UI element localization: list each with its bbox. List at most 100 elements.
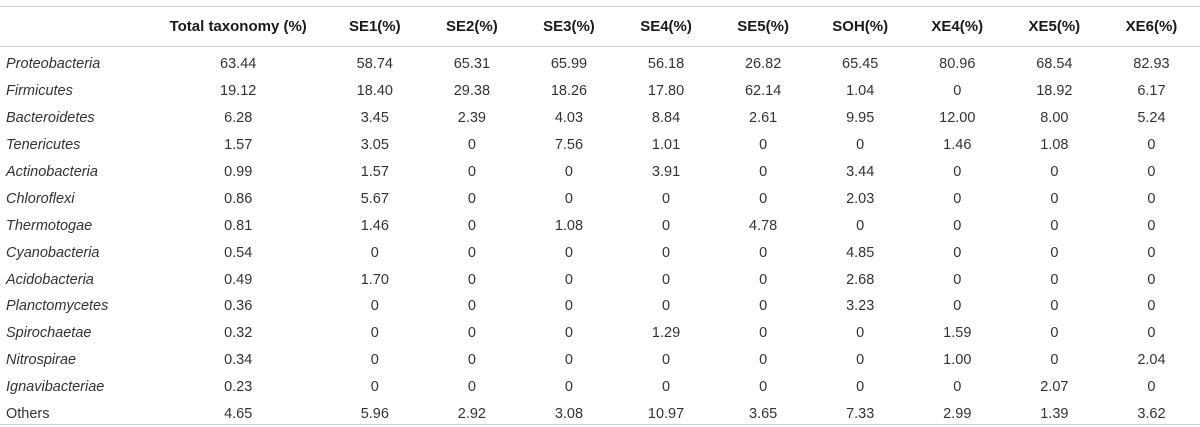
table-cell: 0.32	[224, 325, 253, 342]
table-cell: 0	[564, 298, 573, 315]
table-row: Nitrospirae 0.34 0 0 0 0 0 0 1.00 0 2.04	[0, 347, 1200, 374]
table-cell: 0	[467, 271, 476, 288]
table-row: Firmicutes 19.12 18.40 29.38 18.26 17.80 62.14…	[0, 78, 1200, 105]
table-top-rule	[0, 6, 1200, 7]
table-cell: 0	[467, 164, 476, 180]
row-label: Ignavibacteriae	[6, 379, 105, 396]
table-row: Acidobacteria 0.49 1.70 0 0 0 0 2.68 0 0 0	[0, 266, 1200, 293]
table-cell: 2.07	[1040, 379, 1069, 396]
column-header: XE5(%)	[1028, 18, 1081, 35]
table-cell: 9.95	[846, 110, 875, 127]
table-row: Cyanobacteria 0.54 0 0 0 0 0 4.85 0 0 0	[0, 239, 1200, 266]
table-cell: 3.44	[846, 164, 875, 180]
table-cell: 1.70	[360, 271, 389, 288]
table-cell: 0.49	[224, 271, 253, 288]
table-cell: 0	[953, 164, 962, 180]
table-cell: 6.17	[1137, 83, 1166, 100]
row-label: Planctomycetes	[6, 298, 109, 315]
table-cell: 1.04	[846, 83, 875, 100]
table-cell: 0	[1050, 325, 1059, 342]
table-cell: 0	[1147, 379, 1156, 396]
table-cell: 0	[467, 352, 476, 369]
table-cell: 0	[662, 298, 671, 315]
table-cell: 0	[1050, 164, 1059, 180]
table-cell: 0	[662, 379, 671, 396]
table-cell: 0	[759, 271, 768, 288]
table-cell: 1.29	[651, 325, 681, 342]
table-cell: 3.45	[360, 110, 389, 127]
table-cell: 1.46	[360, 217, 389, 234]
table-row: Bacteroidetes 6.28 3.45 2.39 4.03 8.84 2.61 9.9…	[0, 105, 1200, 132]
table-cell: 18.40	[356, 83, 393, 100]
row-label: Nitrospirae	[6, 352, 77, 369]
table-cell: 0	[370, 352, 379, 369]
table-cell: 4.03	[554, 110, 584, 127]
column-header: XE6(%)	[1125, 18, 1178, 35]
table-cell: 0	[1050, 271, 1059, 288]
column-header: XE4(%)	[931, 18, 984, 35]
table-cell: 0	[1147, 325, 1156, 342]
table-cell: 1.57	[224, 137, 253, 154]
table-cell: 0	[1147, 217, 1156, 234]
table-row: Thermotogae 0.81 1.46 0 1.08 0 4.78 0 0 0 0	[0, 212, 1200, 239]
column-header: SE2(%)	[446, 18, 498, 35]
table-cell: 0	[467, 190, 476, 207]
table-cell: 0	[953, 298, 962, 315]
table-cell: 2.03	[846, 190, 875, 207]
table-cell: 0	[759, 190, 768, 207]
table-row: Actinobacteria 0.99 1.57 0 0 3.91 0 3.44 0 0 0	[0, 159, 1200, 186]
table-cell: 1.57	[360, 164, 389, 180]
table-cell: 3.23	[846, 298, 875, 315]
row-label: Proteobacteria	[6, 56, 101, 73]
table-cell: 3.08	[554, 406, 584, 423]
table-cell: 2.39	[457, 110, 486, 127]
table-cell: 0.34	[224, 352, 253, 369]
row-label: Others	[6, 406, 50, 423]
table-cell: 1.00	[943, 352, 972, 369]
table-cell: 5.96	[360, 406, 389, 423]
table-cell: 0	[953, 271, 962, 288]
table-cell: 2.68	[846, 271, 875, 288]
table-cell: 0	[564, 379, 573, 396]
table-cell: 0	[564, 352, 573, 369]
table-cell: 0	[370, 244, 379, 261]
table-cell: 2.92	[457, 406, 486, 423]
column-header: SOH(%)	[832, 18, 889, 35]
table-cell: 0	[953, 379, 962, 396]
table-cell: 0	[1050, 298, 1059, 315]
table-cell: 2.61	[749, 110, 778, 127]
table-cell: 0	[467, 137, 476, 154]
row-label: Firmicutes	[6, 83, 73, 100]
table-row: Planctomycetes 0.36 0 0 0 0 0 3.23 0 0 0	[0, 293, 1200, 320]
table-cell: 0.86	[224, 190, 253, 207]
column-header: SE1(%)	[348, 18, 401, 35]
table-cell: 0	[1050, 244, 1059, 261]
table-body: Proteobacteria 63.44 58.74 65.31 65.99 56.18 2…	[0, 46, 1200, 427]
table-cell: 26.82	[744, 56, 782, 73]
table-cell: 0.99	[224, 164, 253, 180]
table-cell: 1.01	[651, 137, 681, 154]
table-cell: 0	[759, 379, 768, 396]
table-cell: 56.18	[647, 56, 685, 73]
table-cell: 0	[467, 244, 476, 261]
table-cell: 0	[564, 164, 573, 180]
row-label: Acidobacteria	[6, 271, 94, 288]
table-cell: 0	[1147, 164, 1156, 180]
table-cell: 0	[953, 83, 962, 100]
table-cell: 1.59	[943, 325, 972, 342]
table-cell: 0	[856, 217, 865, 234]
row-label: Cyanobacteria	[6, 244, 100, 261]
table-cell: 0	[370, 298, 379, 315]
table-header-row: Total taxonomy (%) SE1(%) SE2(%) SE3(%) …	[0, 7, 1200, 46]
table-cell: 1.08	[554, 217, 584, 234]
table-cell: 0.36	[224, 298, 253, 315]
table-row: Others 4.65 5.96 2.92 3.08 10.97 3.65 7.33 2.99 1…	[0, 401, 1200, 427]
table-cell: 82.93	[1133, 56, 1170, 73]
table-cell: 0	[662, 190, 671, 207]
table-cell: 0	[564, 271, 573, 288]
table-cell: 4.65	[224, 406, 253, 423]
table-cell: 0	[759, 325, 768, 342]
column-header: SE4(%)	[640, 18, 692, 35]
table-row: Spirochaetae 0.32 0 0 0 1.29 0 0 1.59 0 0	[0, 320, 1200, 347]
table-cell: 65.99	[550, 56, 588, 73]
